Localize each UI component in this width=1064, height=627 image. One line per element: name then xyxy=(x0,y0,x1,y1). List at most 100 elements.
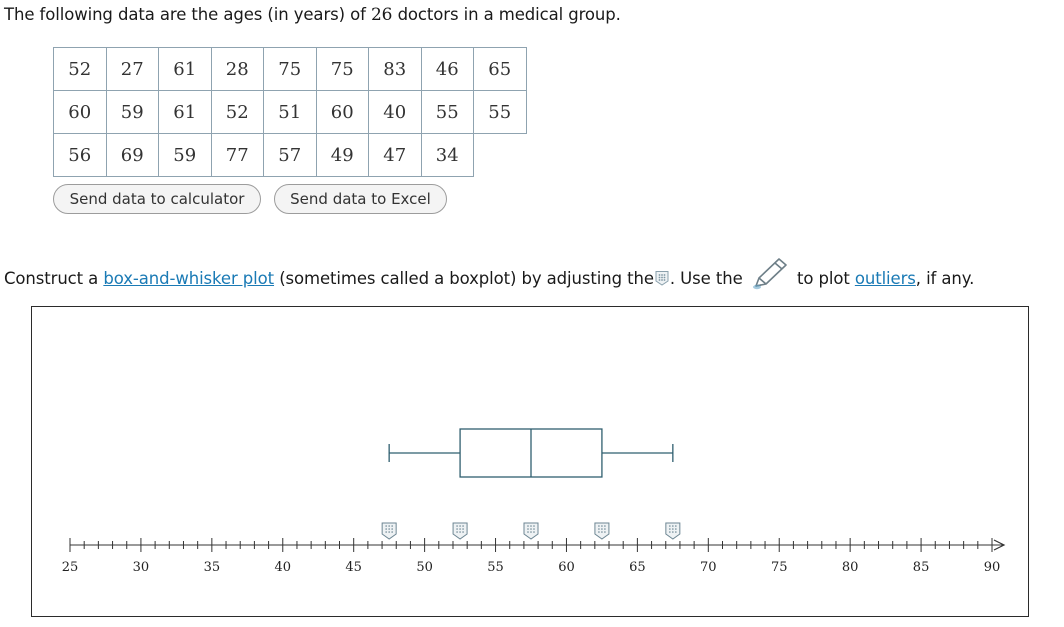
tick-label: 60 xyxy=(558,560,575,575)
table-row: 56 69 59 77 57 49 47 34 xyxy=(53,133,527,177)
median-handle[interactable] xyxy=(523,522,539,540)
grip-dot xyxy=(527,531,529,533)
data-cell: 51 xyxy=(263,90,317,134)
grip-dot xyxy=(527,528,529,530)
tick-label: 55 xyxy=(487,560,504,575)
grip-dot xyxy=(601,531,603,533)
tick-label: 75 xyxy=(771,560,788,575)
grip-dot xyxy=(388,531,390,533)
handle-shape xyxy=(665,522,681,540)
data-cell: 55 xyxy=(420,90,474,134)
data-cell: 28 xyxy=(210,47,264,91)
grip-dot xyxy=(456,528,458,530)
boxplot-area[interactable]: 25 30 35 40 45 50 55 60 65 70 75 80 85 90 xyxy=(31,306,1029,617)
grip-dot xyxy=(385,525,387,527)
instruction-part4: to plot xyxy=(796,269,850,288)
data-cell: 60 xyxy=(53,90,107,134)
tick-label: 80 xyxy=(842,560,859,575)
data-cell: 59 xyxy=(158,133,212,177)
data-cell: 34 xyxy=(420,133,474,177)
data-cell: 59 xyxy=(105,90,159,134)
grip-dot xyxy=(385,531,387,533)
grip-dot xyxy=(672,528,674,530)
grip-dot xyxy=(530,531,532,533)
max-handle[interactable] xyxy=(665,522,681,540)
boxplot-svg[interactable]: 25 30 35 40 45 50 55 60 65 70 75 80 85 90 xyxy=(32,307,1028,616)
handle-shape xyxy=(381,522,397,540)
data-cell: 60 xyxy=(315,90,369,134)
data-cell: 47 xyxy=(368,133,422,177)
grip-dot xyxy=(459,531,461,533)
data-cell: 56 xyxy=(53,133,107,177)
q3-handle[interactable] xyxy=(594,522,610,540)
axis-arrow xyxy=(993,539,1006,551)
tick-label: 30 xyxy=(133,560,150,575)
grip-dot xyxy=(604,528,606,530)
instruction-part3: . Use the xyxy=(669,269,743,288)
grip-dot xyxy=(675,525,677,527)
table-row: 52 27 61 28 75 75 83 46 65 xyxy=(53,47,527,91)
data-count: 26 xyxy=(370,5,393,25)
send-to-excel-button[interactable]: Send data to Excel xyxy=(274,184,447,214)
handle-icon xyxy=(655,271,669,286)
grip-dot xyxy=(385,528,387,530)
instruction-part2: (sometimes called a boxplot) by adjustin… xyxy=(279,269,654,288)
handle-shape xyxy=(594,522,610,540)
instruction-part1: Construct a xyxy=(4,269,99,288)
grip-dot xyxy=(391,531,393,533)
grip-dot xyxy=(675,528,677,530)
grip-dot xyxy=(669,531,671,533)
intro-prefix: The following data are the ages (in year… xyxy=(4,5,366,24)
grip-dot xyxy=(462,531,464,533)
grip-dot xyxy=(672,531,674,533)
intro-suffix: doctors in a medical group. xyxy=(397,5,621,24)
grip-dot xyxy=(456,531,458,533)
tick-label: 50 xyxy=(416,560,433,575)
instruction-part5: , if any. xyxy=(915,269,975,288)
outliers-link[interactable]: outliers xyxy=(854,269,916,288)
data-table: 52 27 61 28 75 75 83 46 65 60 59 61 52 51 60 40 55 55 56 69… xyxy=(53,47,527,177)
grip-dot xyxy=(388,528,390,530)
grip-dot xyxy=(604,531,606,533)
data-cell: 52 xyxy=(53,47,107,91)
data-cell: 83 xyxy=(368,47,422,91)
data-cell: 57 xyxy=(263,133,317,177)
data-cell: 40 xyxy=(368,90,422,134)
tick-label: 25 xyxy=(62,560,79,575)
grip-dot xyxy=(388,525,390,527)
grip-dot xyxy=(530,528,532,530)
handle-shape xyxy=(452,522,468,540)
data-cell: 65 xyxy=(473,47,527,91)
problem-intro: The following data are the ages (in year… xyxy=(4,5,621,25)
grip-dot xyxy=(675,531,677,533)
tick-label: 45 xyxy=(345,560,362,575)
data-cell: 49 xyxy=(315,133,369,177)
grip-dot xyxy=(456,525,458,527)
tick-label: 85 xyxy=(913,560,930,575)
send-to-calculator-button[interactable]: Send data to calculator xyxy=(53,184,261,214)
grip-dot xyxy=(462,525,464,527)
grip-dot xyxy=(598,528,600,530)
grip-dot xyxy=(672,525,674,527)
min-handle[interactable] xyxy=(381,522,397,540)
data-cell: 46 xyxy=(420,47,474,91)
grip-dot xyxy=(459,528,461,530)
grip-dot xyxy=(669,528,671,530)
data-cell: 52 xyxy=(210,90,264,134)
grip-dot xyxy=(598,531,600,533)
empty-cell xyxy=(474,134,527,177)
grip-dot xyxy=(598,525,600,527)
grip-dot xyxy=(604,525,606,527)
tick-label: 35 xyxy=(204,560,221,575)
data-cell: 75 xyxy=(263,47,317,91)
table-row: 60 59 61 52 51 60 40 55 55 xyxy=(53,90,527,134)
data-cell: 77 xyxy=(210,133,264,177)
pencil-icon[interactable] xyxy=(750,256,790,292)
grip-dot xyxy=(391,525,393,527)
grip-dot xyxy=(530,525,532,527)
grip-dot xyxy=(669,525,671,527)
box-and-whisker-plot-link[interactable]: box-and-whisker plot xyxy=(103,269,275,288)
q1-handle[interactable] xyxy=(452,522,468,540)
instruction-text: Construct a box-and-whisker plot (someti… xyxy=(4,256,974,292)
grip-dot xyxy=(533,525,535,527)
